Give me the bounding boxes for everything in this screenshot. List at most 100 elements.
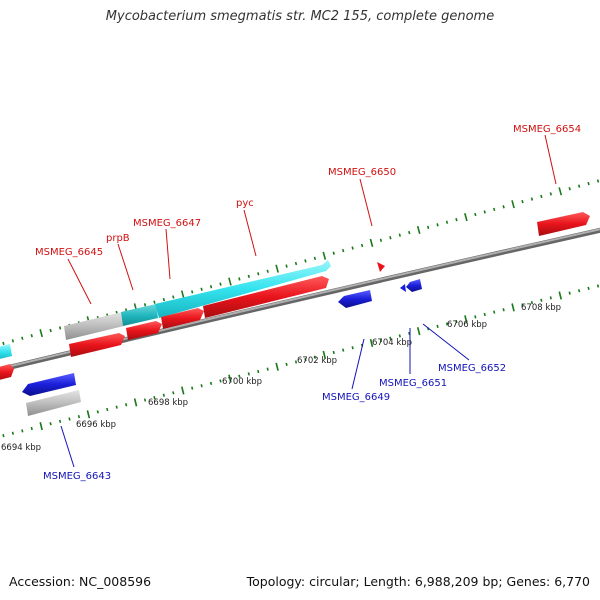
upper-ring-tick — [332, 251, 335, 255]
label-msmeg-6652: MSMEG_6652 — [438, 363, 506, 374]
gene-arrow-msmeg-6643[interactable] — [22, 373, 76, 396]
lower-ring-tick — [322, 350, 327, 359]
upper-ring-tick — [219, 282, 222, 286]
upper-ring-tick — [153, 300, 156, 304]
upper-ring-tick — [351, 246, 354, 250]
lower-ring-tick — [408, 331, 411, 336]
lower-ring-tick — [351, 346, 354, 350]
lower-ring-tick — [304, 357, 307, 362]
gene-arrow-msmeg-6650[interactable] — [377, 262, 385, 272]
upper-ring-tick — [369, 238, 374, 247]
gene-arrow-left-edge-red[interactable] — [0, 364, 14, 381]
upper-ring-tick — [266, 269, 269, 273]
upper-ring-tick — [587, 181, 590, 186]
lower-ring-tick — [228, 374, 232, 383]
callout-msmeg-6647 — [165, 228, 171, 280]
lower-ring-tick — [58, 419, 62, 424]
upper-ring-tick — [11, 339, 15, 343]
upper-ring-tick — [180, 290, 185, 299]
lower-ring-tick — [30, 426, 33, 431]
lower-ring-tick — [200, 384, 203, 388]
gene-arrow-msmeg-6645[interactable] — [69, 333, 125, 357]
callout-msmeg-6649 — [351, 338, 365, 390]
lower-ring-tick — [577, 289, 581, 293]
feature-gray-lower[interactable] — [26, 390, 81, 416]
lower-ring-tick — [191, 386, 194, 390]
upper-ring-tick — [162, 297, 166, 302]
lower-ring-tick — [511, 303, 515, 312]
label-msmeg-6651: MSMEG_6651 — [379, 378, 447, 389]
feature-cyan-left-edge[interactable] — [0, 344, 12, 360]
lower-ring-tick — [502, 308, 505, 312]
gene-arrow-pyc[interactable] — [203, 276, 329, 318]
lower-ring-tick — [219, 379, 222, 383]
label-msmeg-6643: MSMEG_6643 — [43, 471, 111, 482]
upper-ring-tick — [464, 213, 468, 222]
lower-ring-tick — [275, 362, 279, 371]
gene-arrow-msmeg-6652[interactable] — [406, 279, 422, 292]
lower-ring-tick — [172, 391, 175, 395]
label-msmeg-6654: MSMEG_6654 — [513, 124, 581, 135]
kbp-label-6698: 6698 kbp — [148, 398, 188, 408]
upper-ring-tick — [379, 238, 383, 242]
upper-ring-tick — [398, 233, 401, 237]
upper-ring-tick — [30, 334, 33, 338]
lower-tick-ring — [2, 284, 600, 438]
upper-ring-tick — [493, 207, 496, 212]
label-msmeg-6647: MSMEG_6647 — [133, 218, 201, 229]
kbp-label-6704: 6704 kbp — [372, 338, 412, 348]
callout-msmeg-6650 — [359, 178, 373, 227]
upper-ring-tick — [313, 256, 317, 261]
lower-ring-tick — [369, 338, 374, 348]
upper-ring-tick — [49, 328, 52, 333]
lower-ring-tick — [11, 431, 15, 435]
lower-ring-tick — [389, 336, 392, 340]
lower-ring-tick — [455, 319, 458, 324]
lower-ring-tick — [2, 433, 5, 438]
callout-msmeg-6654 — [544, 134, 557, 185]
upper-ring-tick — [408, 230, 411, 235]
upper-ring-tick — [416, 225, 421, 235]
lower-ring-tick — [587, 286, 590, 291]
lower-ring-tick — [39, 422, 43, 431]
gene-arrow-msmeg-6649[interactable] — [338, 290, 372, 308]
gene-arrow-msmeg-6651[interactable] — [400, 284, 406, 292]
callout-pyc — [243, 209, 257, 257]
gene-arrow-msmeg-6647[interactable] — [161, 308, 204, 329]
lower-ring-tick — [474, 315, 477, 319]
gene-arrow-msmeg-6654[interactable] — [537, 212, 590, 236]
upper-ring-tick — [445, 220, 449, 224]
lower-ring-tick — [483, 312, 486, 317]
upper-ring-tick — [247, 274, 250, 279]
kbp-label-6694: 6694 kbp — [1, 443, 41, 453]
genome-summary-text: Topology: circular; Length: 6,988,209 bp… — [246, 574, 590, 589]
lower-ring-tick — [521, 303, 524, 307]
lower-ring-tick — [436, 324, 439, 329]
upper-ring-tick — [228, 277, 232, 286]
lower-ring-tick — [238, 374, 241, 378]
lower-ring-tick — [549, 296, 552, 300]
label-msmeg-6650: MSMEG_6650 — [328, 167, 396, 178]
lower-ring-tick — [332, 350, 335, 355]
upper-ring-tick — [21, 336, 24, 340]
feature-cyan-pyc[interactable] — [155, 260, 331, 318]
gene-arrow-prpB[interactable] — [126, 321, 162, 340]
lower-ring-tick — [464, 315, 468, 324]
upper-ring-tick — [577, 184, 581, 188]
callout-lines — [60, 134, 557, 468]
upper-ring-tick — [2, 341, 5, 346]
upper-ring-tick — [172, 295, 175, 299]
lower-ring-tick — [540, 298, 543, 302]
upper-ring-tick — [322, 251, 327, 260]
feature-gray-upper[interactable] — [64, 312, 124, 340]
lower-ring-tick — [86, 410, 91, 419]
lower-ring-tick — [96, 410, 99, 414]
upper-ring-tick — [455, 218, 458, 222]
upper-ring-tick — [540, 194, 543, 199]
lower-ring-tick — [445, 322, 449, 326]
feature-cyan-prpB[interactable] — [121, 304, 158, 326]
lower-ring-tick — [266, 367, 269, 371]
upper-ring-tick — [285, 264, 288, 268]
kbp-label-6700: 6700 kbp — [222, 377, 262, 387]
